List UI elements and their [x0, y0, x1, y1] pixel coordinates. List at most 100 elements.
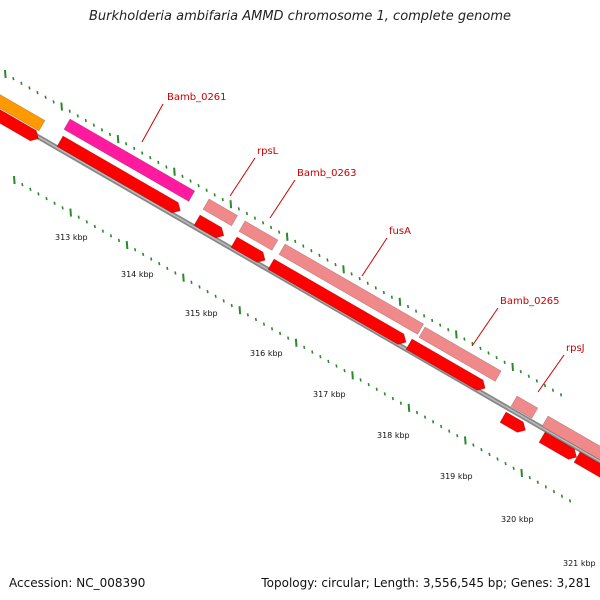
scale-tick-lower	[327, 359, 330, 364]
scale-tick-lower	[93, 224, 96, 229]
scale-tick-lower	[399, 401, 402, 405]
scale-tick-lower	[303, 345, 306, 350]
scale-tick-lower	[311, 350, 314, 354]
scale-tick-lower	[214, 294, 217, 298]
gene-leader-line	[141, 103, 164, 143]
scale-tick-upper	[439, 323, 442, 327]
scale-tick-upper	[390, 295, 393, 299]
scale-tick-lower	[238, 306, 242, 315]
scale-tick-lower	[520, 468, 524, 478]
scale-tick-upper	[285, 232, 289, 241]
scale-tick-upper	[559, 393, 563, 397]
scale-tick-lower	[407, 403, 411, 412]
scale-tick-upper	[278, 230, 281, 234]
scale-tick-upper	[157, 160, 160, 165]
scale-tick-lower	[158, 262, 161, 266]
scale-tick-lower	[375, 387, 378, 391]
scale-tick-lower	[560, 494, 564, 498]
scale-tick-upper	[261, 221, 265, 225]
scale-tick-upper	[68, 109, 71, 113]
scale-tick-lower	[488, 452, 491, 457]
scale-tick-upper	[189, 179, 192, 183]
scale-tick-upper	[197, 183, 200, 188]
scale-tick-upper	[463, 337, 466, 341]
scale-tick-upper	[431, 318, 434, 323]
scale-tick-lower	[13, 175, 16, 185]
scale-tick-upper	[36, 90, 39, 95]
scale-tick-lower	[262, 322, 266, 326]
gene-bar-rpsl	[202, 198, 238, 227]
backbone-highlight	[0, 113, 600, 463]
gene-bar-bamb-0261	[63, 118, 196, 202]
scale-tick-upper	[108, 132, 112, 137]
scale-tick-lower	[383, 392, 386, 396]
feature-bands	[0, 94, 600, 478]
scale-label: 317 kbp	[313, 390, 346, 399]
cds-bar-bamb-0263	[230, 236, 266, 263]
scale-tick-lower	[536, 480, 539, 484]
scale-tick-lower	[150, 257, 153, 261]
scale-tick-lower	[472, 443, 475, 447]
scale-tick-upper	[20, 81, 23, 85]
scale-tick-lower	[270, 327, 274, 331]
scale-tick-lower	[254, 317, 258, 322]
scale-tick-lower	[45, 196, 48, 201]
scale-tick-lower	[117, 238, 121, 243]
scale-tick-lower	[512, 466, 515, 470]
scale-tick-upper	[310, 249, 313, 253]
cds-bar-bamb-0265	[405, 338, 486, 391]
scale-tick-upper	[92, 123, 95, 127]
gene-label: Bamb_0261	[167, 92, 227, 103]
scale-tick-upper	[535, 379, 538, 383]
gene-bar-bamb-0265	[418, 326, 502, 382]
gene-leader-line	[229, 157, 256, 197]
scale-tick-upper	[149, 156, 152, 160]
scale-tick-upper	[527, 374, 530, 378]
scale-tick-lower	[480, 448, 483, 452]
scale-tick-upper	[28, 86, 31, 90]
gene-leader-line	[471, 307, 499, 347]
scale-tick-upper	[12, 76, 15, 81]
scale-tick-lower	[222, 299, 225, 303]
gene-label: rpsJ	[566, 343, 585, 354]
scale-tick-upper	[519, 369, 522, 374]
scale-tick-lower	[568, 499, 572, 503]
scale-tick-upper	[543, 383, 547, 388]
scale-label: 318 kbp	[377, 431, 410, 440]
scale-tick-lower	[456, 434, 459, 438]
scale-ticks: 313 kbp 314 kbp 315 kbp 316 kbp 317 kbp 318 k…	[4, 69, 596, 568]
gene-leader-line	[537, 354, 565, 393]
scale-tick-lower	[109, 234, 113, 238]
scale-label: 314 kbp	[121, 270, 154, 279]
scale-tick-upper	[358, 276, 361, 281]
scale-tick-upper	[495, 355, 498, 360]
genome-summary: Topology: circular; Length: 3,556,545 bp…	[261, 576, 591, 590]
scale-tick-upper	[269, 225, 273, 230]
scale-tick-lower	[440, 424, 443, 429]
scale-tick-upper	[213, 193, 216, 197]
map-title: Burkholderia ambifaria AMMD chromosome 1…	[88, 9, 512, 24]
scale-tick-lower	[37, 192, 40, 196]
scale-tick-upper	[4, 69, 7, 79]
scale-tick-upper	[294, 239, 297, 244]
scale-tick-upper	[237, 207, 240, 211]
scale-tick-lower	[29, 187, 32, 191]
scale-tick-lower	[448, 429, 451, 433]
scale-tick-lower	[343, 368, 346, 373]
scale-tick-lower	[134, 248, 137, 252]
scale-label: 320 kbp	[501, 515, 534, 524]
gene-label: fusA	[389, 226, 411, 237]
scale-tick-lower	[206, 289, 209, 294]
scale-label: 316 kbp	[250, 349, 283, 358]
cds-bar-fusa	[267, 258, 407, 345]
scale-tick-lower	[246, 313, 249, 317]
scale-tick-lower	[287, 336, 290, 340]
scale-label: 321 kbp	[563, 559, 596, 568]
scale-tick-lower	[182, 273, 185, 282]
scale-tick-upper	[76, 114, 79, 118]
scale-tick-lower	[552, 489, 556, 494]
scale-tick-lower	[85, 220, 88, 224]
scale-tick-upper	[100, 128, 104, 132]
scale-tick-upper	[318, 253, 321, 258]
gene-label: rpsL	[257, 146, 279, 157]
